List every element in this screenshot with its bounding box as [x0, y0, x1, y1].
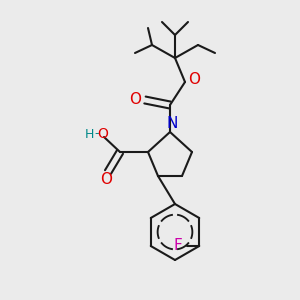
- Text: H: H: [84, 128, 94, 140]
- Text: N: N: [166, 116, 178, 131]
- Text: O: O: [98, 127, 108, 141]
- Text: O: O: [129, 92, 141, 107]
- Text: -: -: [95, 128, 99, 140]
- Text: O: O: [188, 73, 200, 88]
- Text: F: F: [174, 238, 183, 253]
- Text: O: O: [100, 172, 112, 188]
